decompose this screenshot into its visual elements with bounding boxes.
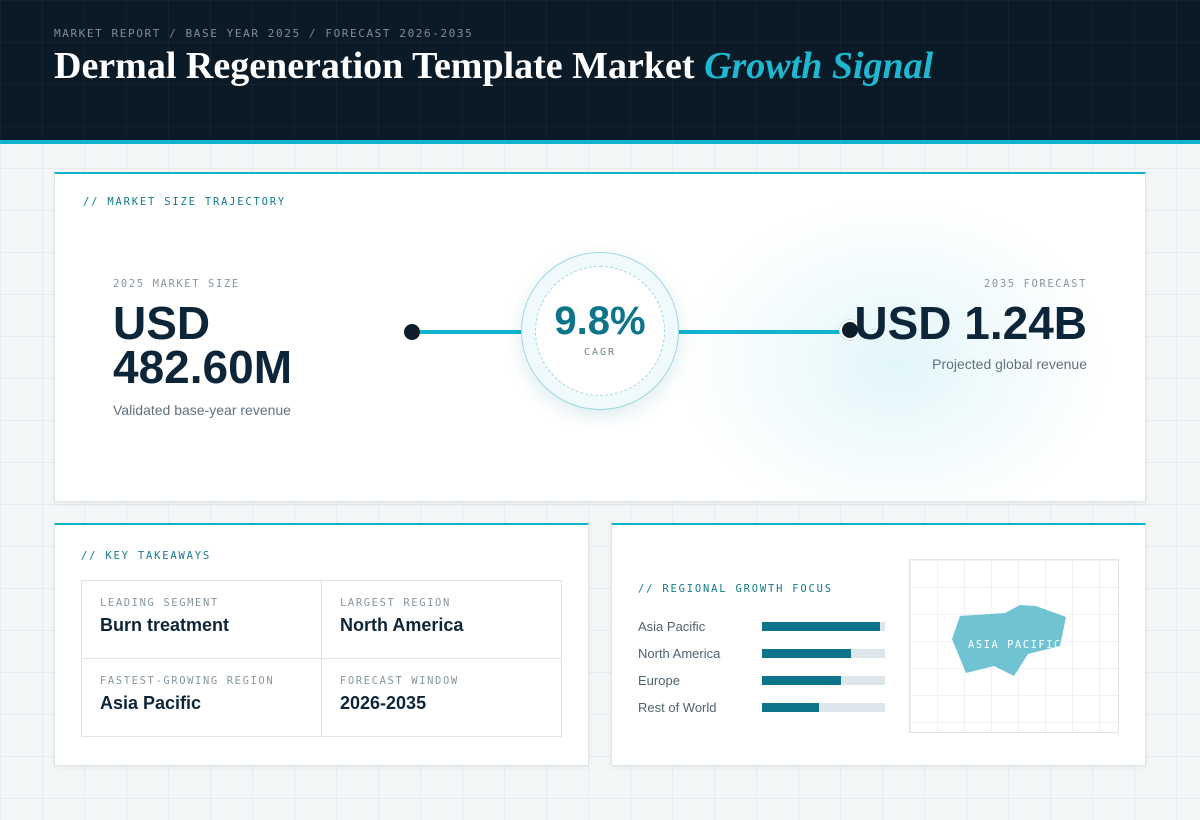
region-name: Asia Pacific (638, 619, 706, 634)
takeaway-leading-segment: LEADING SEGMENT Burn treatment (82, 581, 322, 659)
takeaway-largest-region: LARGEST REGION North America (322, 581, 562, 659)
regional-section-label: // REGIONAL GROWTH FOCUS (638, 583, 833, 595)
region-bar-fill (762, 676, 841, 685)
region-row-rest-of-world: Rest of World (638, 694, 888, 721)
region-bar-fill (762, 622, 881, 631)
trajectory-line-left (419, 330, 527, 334)
base-year-currency: USD (113, 297, 211, 349)
region-bar-track (762, 649, 885, 658)
regional-growth-card: // REGIONAL GROWTH FOCUS Asia Pacific No… (611, 523, 1146, 766)
page-title-accent: Growth Signal (704, 45, 934, 87)
regional-bar-list: Asia Pacific North America Europe Rest o… (638, 613, 888, 721)
region-map: ASIA PACIFIC (909, 559, 1119, 733)
forecast-block: 2035 FORECAST USD 1.24B Projected global… (787, 278, 1087, 372)
region-bar-track (762, 676, 885, 685)
forecast-label: 2035 FORECAST (984, 278, 1087, 290)
region-name: Europe (638, 673, 680, 688)
region-bar-track (762, 622, 885, 631)
key-takeaways-card: // KEY TAKEAWAYS LEADING SEGMENT Burn tr… (54, 523, 589, 766)
cagr-badge: 9.8% CAGR (521, 252, 679, 410)
takeaway-label: FASTEST-GROWING REGION (100, 675, 275, 687)
takeaway-forecast-window: FORECAST WINDOW 2026-2035 (322, 659, 562, 737)
region-row-europe: Europe (638, 667, 888, 694)
region-name: Rest of World (638, 700, 717, 715)
takeaway-value: Asia Pacific (100, 693, 202, 713)
region-bar-track (762, 703, 885, 712)
forecast-glow (675, 194, 1115, 501)
trajectory-end-point (840, 320, 860, 340)
map-region-label: ASIA PACIFIC (968, 639, 1062, 651)
takeaway-value: Burn treatment (100, 615, 230, 635)
region-bar-fill (762, 703, 819, 712)
region-bar-fill (762, 649, 851, 658)
page-title-main: Dermal Regeneration Template Market (54, 45, 695, 87)
base-year-block: 2025 MARKET SIZE USD 482.60M Validated b… (113, 278, 373, 418)
cagr-value: 9.8% (554, 299, 646, 343)
region-row-asia-pacific: Asia Pacific (638, 613, 888, 640)
report-header: MARKET REPORT / BASE YEAR 2025 / FORECAS… (0, 0, 1200, 144)
base-year-amount: 482.60M (113, 341, 293, 393)
trajectory-start-point (404, 324, 420, 340)
report-breadcrumb: MARKET REPORT / BASE YEAR 2025 / FORECAS… (54, 27, 474, 40)
base-year-value: USD 482.60M (113, 297, 373, 393)
asia-pacific-map-icon (952, 605, 1066, 676)
forecast-value: USD 1.24B (854, 297, 1087, 349)
region-name: North America (638, 646, 721, 661)
takeaways-section-label: // KEY TAKEAWAYS (81, 550, 211, 562)
trajectory-line-right (673, 330, 851, 334)
cagr-label: CAGR (583, 347, 617, 358)
market-size-trajectory-card: // MARKET SIZE TRAJECTORY 2025 MARKET SI… (54, 172, 1146, 502)
base-year-label: 2025 MARKET SIZE (113, 278, 240, 290)
trajectory-section-label: // MARKET SIZE TRAJECTORY (83, 196, 287, 208)
region-row-north-america: North America (638, 640, 888, 667)
base-year-caption: Validated base-year revenue (113, 402, 291, 418)
page-title: Dermal Regeneration Template Market Grow… (54, 44, 933, 88)
takeaway-value: North America (340, 615, 464, 635)
takeaway-label: FORECAST WINDOW (340, 675, 459, 687)
takeaways-grid: LEADING SEGMENT Burn treatment LARGEST R… (81, 580, 562, 737)
takeaway-label: LEADING SEGMENT (100, 597, 219, 609)
cagr-inner-ring: 9.8% CAGR (535, 266, 665, 396)
forecast-caption: Projected global revenue (932, 356, 1087, 372)
takeaway-value: 2026-2035 (340, 693, 427, 713)
takeaway-label: LARGEST REGION (340, 597, 451, 609)
takeaway-fastest-growing-region: FASTEST-GROWING REGION Asia Pacific (82, 659, 322, 737)
